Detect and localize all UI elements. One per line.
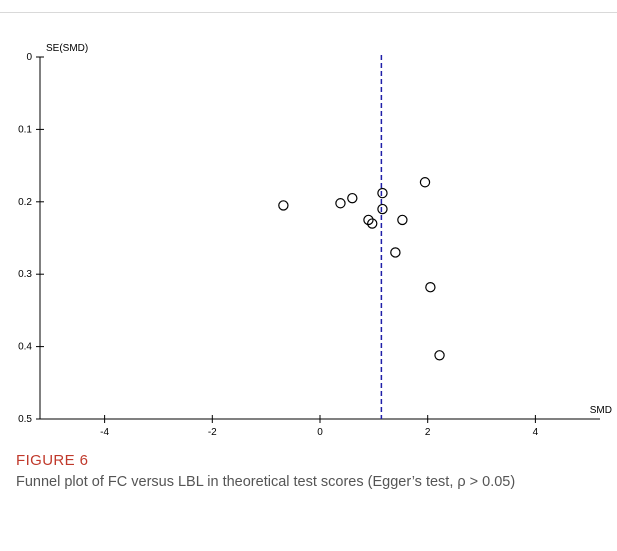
x-tick-label: 4 bbox=[533, 427, 539, 438]
funnel-plot: 0 0.1 0.2 0.3 0.4 0.5 -4 -2 0 2 4 SE(SMD) SMD bbox=[18, 43, 612, 438]
figure-caption: FIGURE 6 Funnel plot of FC versus LBL in… bbox=[16, 452, 606, 492]
axis-ticks: 0 0.1 0.2 0.3 0.4 0.5 -4 -2 0 2 4 bbox=[18, 52, 539, 438]
data-point bbox=[278, 200, 289, 211]
plot-axes bbox=[39, 57, 600, 420]
top-divider bbox=[0, 12, 617, 13]
x-axis-title: SMD bbox=[590, 405, 612, 416]
data-point bbox=[419, 177, 431, 188]
data-point bbox=[335, 198, 346, 209]
y-tick-label: 0.3 bbox=[18, 269, 32, 280]
y-tick-label: 0.5 bbox=[18, 414, 32, 425]
x-tick-label: -2 bbox=[208, 427, 217, 438]
data-point bbox=[377, 187, 388, 199]
y-axis-title: SE(SMD) bbox=[46, 43, 88, 54]
data-point bbox=[363, 214, 374, 226]
data-points bbox=[278, 177, 445, 361]
data-point bbox=[377, 203, 388, 215]
data-point bbox=[397, 214, 408, 226]
y-tick-label: 0 bbox=[26, 52, 32, 63]
data-point bbox=[434, 350, 445, 361]
x-tick-label: 2 bbox=[425, 427, 431, 438]
data-point bbox=[390, 247, 401, 258]
y-tick-label: 0.1 bbox=[18, 124, 32, 135]
x-tick-label: -4 bbox=[100, 427, 109, 438]
y-tick-label: 0.4 bbox=[18, 342, 32, 353]
y-tick-label: 0.2 bbox=[18, 197, 32, 208]
data-point bbox=[347, 192, 358, 204]
figure-label: FIGURE 6 bbox=[16, 452, 89, 469]
data-point bbox=[367, 218, 378, 229]
data-point bbox=[425, 282, 436, 293]
x-tick-label: 0 bbox=[317, 427, 323, 438]
figure-caption-text: Funnel plot of FC versus LBL in theoreti… bbox=[16, 474, 516, 490]
